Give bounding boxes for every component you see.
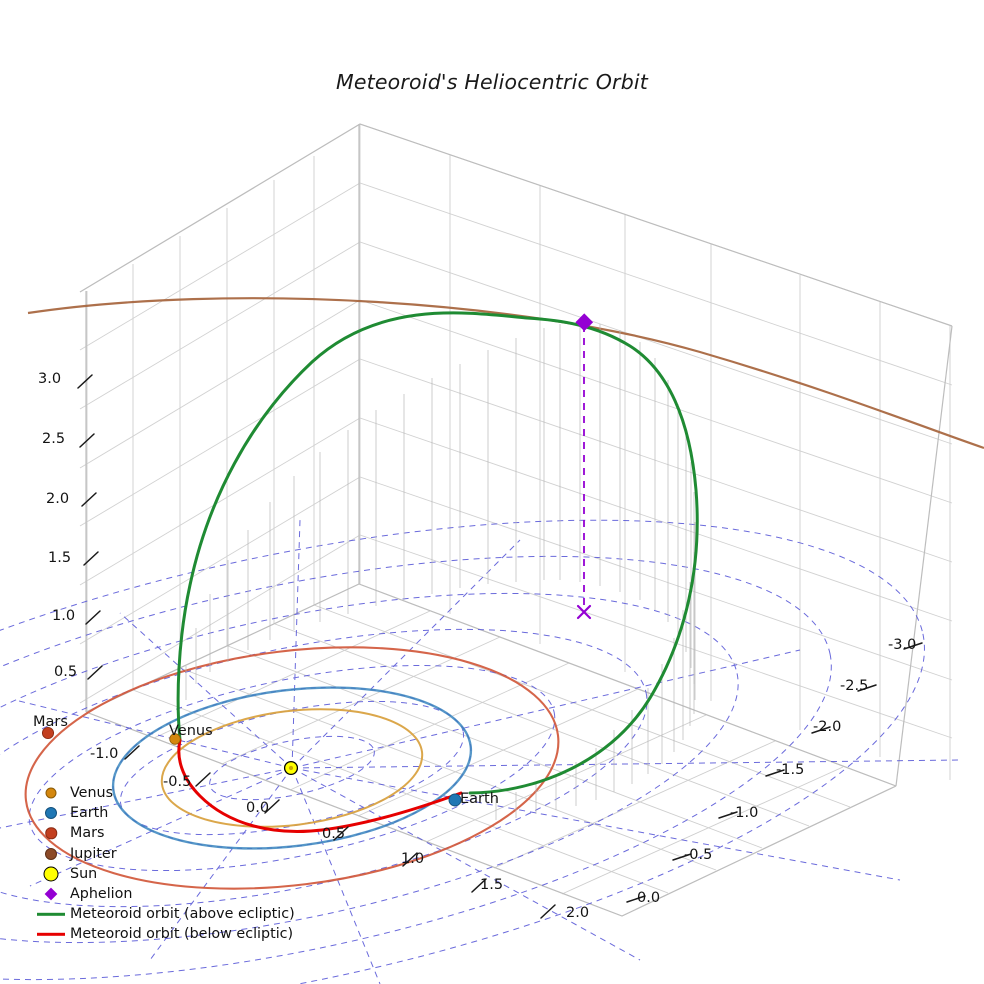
mars-orbit [24,646,560,890]
y-tick-label: -2.5 [840,678,869,694]
z-tick-label: 3.0 [38,371,62,387]
y-tick-label: -2.0 [813,719,842,735]
z-tick-label: 2.0 [46,491,70,507]
red-line-swatch-icon [36,924,66,944]
page-title: Meteoroid's Heliocentric Orbit [335,70,649,94]
x-tick-label: -1.0 [90,746,119,762]
x-tick-label: -0.5 [163,774,192,790]
sun-circle-icon [36,864,66,884]
axes-box-edges [79,123,953,917]
legend-item-orbit-below[interactable]: Meteoroid orbit (below ecliptic) [36,924,294,944]
legend-label: Mars [70,825,105,842]
legend-label: Earth [70,805,109,822]
z-tick-label: 2.5 [42,431,66,447]
z-tick-label: 1.5 [48,550,72,566]
jupiter-circle-icon [36,844,66,864]
x-tick-label: 0.0 [246,800,270,816]
x-tick-label: 1.5 [480,877,504,893]
legend: Venus Earth Mars Jupiter Sun [36,783,295,945]
venus-marker [169,733,181,745]
aphelion-diamond-icon [36,884,66,904]
venus-circle-icon [36,783,66,803]
green-line-swatch-icon [36,904,66,924]
aphelion-diamond-icon [575,313,594,332]
y-tick-label: -3.0 [888,637,917,653]
y-tick-label: -0.5 [684,847,713,863]
legend-label: Jupiter [70,845,117,862]
y-tick-label: -1.0 [730,805,759,821]
legend-item-orbit-above[interactable]: Meteoroid orbit (above ecliptic) [36,904,295,924]
aphelion-foot-x-icon [576,604,592,620]
y-tick-label: -1.5 [776,762,805,778]
legend-item-jupiter[interactable]: Jupiter [36,844,294,864]
legend-label: Meteoroid orbit (above ecliptic) [70,906,295,923]
legend-label: Aphelion [70,886,133,903]
venus-orbit [160,708,424,828]
x-tick-label: 0.5 [322,826,346,842]
orbit-droplines [185,322,696,820]
meteoroid-orbit-below-ecliptic [177,738,463,834]
venus-label: Venus [169,723,213,739]
legend-item-sun[interactable]: Sun [36,864,294,884]
z-tick-label: 1.0 [52,608,76,624]
meteoroid-orbit-above-ecliptic [176,311,699,795]
mars-label: Mars [33,714,68,730]
legend-label: Sun [70,865,98,882]
earth-circle-icon [36,803,66,823]
mars-marker [41,726,55,740]
earth-orbit-dash [112,687,472,849]
axis-ticks [77,374,923,919]
earth-marker [448,793,462,807]
legend-label: Venus [70,785,114,802]
pane-vertical-right [359,124,951,780]
x-tick-label: 2.0 [566,905,590,921]
legend-item-earth[interactable]: Earth [36,803,294,823]
z-tick-label: 0.5 [54,664,78,680]
earth-label: Earth [460,791,499,807]
polar-grid [0,519,961,984]
y-tick-label: 0.0 [637,890,661,906]
mars-circle-icon [36,823,66,843]
sun-marker [283,760,299,776]
pane-vertical-left [86,124,360,712]
x-tick-label: 1.0 [401,851,425,867]
legend-item-mars[interactable]: Mars [36,823,294,843]
legend-item-venus[interactable]: Venus [36,783,294,803]
legend-label: Meteoroid orbit (below ecliptic) [70,926,294,943]
legend-item-aphelion[interactable]: Aphelion [36,884,294,904]
jupiter-orbit [27,297,984,450]
